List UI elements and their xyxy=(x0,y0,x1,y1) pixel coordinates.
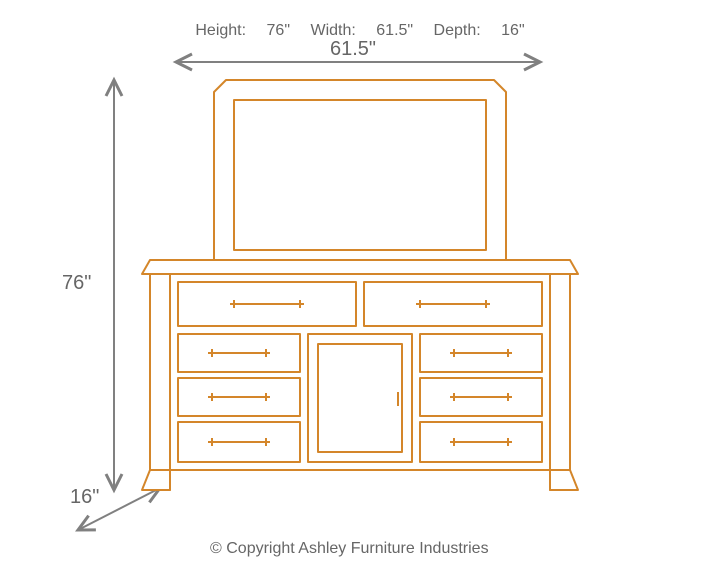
furniture-drawing xyxy=(142,80,578,490)
height-dimension-label: 76" xyxy=(62,272,91,295)
diagram-canvas xyxy=(0,0,720,576)
copyright-text: © Copyright Ashley Furniture Industries xyxy=(210,540,489,558)
mirror xyxy=(214,80,506,260)
width-dimension-label: 61.5" xyxy=(330,38,376,61)
dresser xyxy=(142,260,578,490)
depth-dimension-label: 16" xyxy=(70,486,99,509)
